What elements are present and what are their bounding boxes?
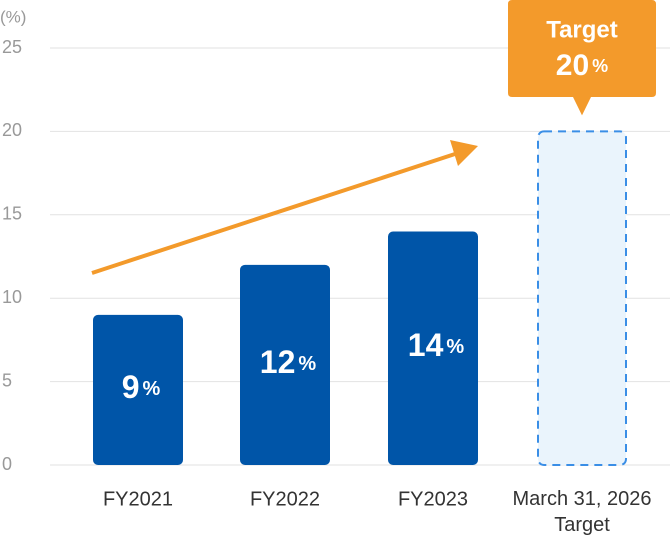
y-tick-label: 20 (2, 120, 22, 140)
value-label: 20% (556, 49, 608, 82)
bar (93, 314, 183, 465)
y-tick-label: 25 (2, 37, 22, 57)
value-label: 9% (122, 369, 161, 405)
value-label: 14% (408, 328, 465, 364)
x-tick-label: FY2023 (398, 488, 468, 510)
x-tick-label: March 31, 2026 Target (513, 488, 652, 536)
callout (508, 0, 656, 116)
x-tick-label: FY2021 (103, 488, 173, 510)
callout-title: Target (546, 16, 618, 43)
y-tick-label: 5 (2, 370, 12, 390)
target-bar (537, 130, 627, 466)
arrow-head (450, 140, 478, 166)
bar (388, 231, 478, 465)
y-unit: (%) (0, 7, 26, 26)
bar (240, 264, 330, 465)
y-tick-label: 15 (2, 204, 22, 224)
y-tick-label: 10 (2, 287, 22, 307)
value-label: 12% (260, 344, 317, 380)
x-tick-label: FY2022 (250, 488, 320, 510)
trend-arrow (91, 151, 459, 275)
y-tick-label: 0 (2, 454, 12, 474)
